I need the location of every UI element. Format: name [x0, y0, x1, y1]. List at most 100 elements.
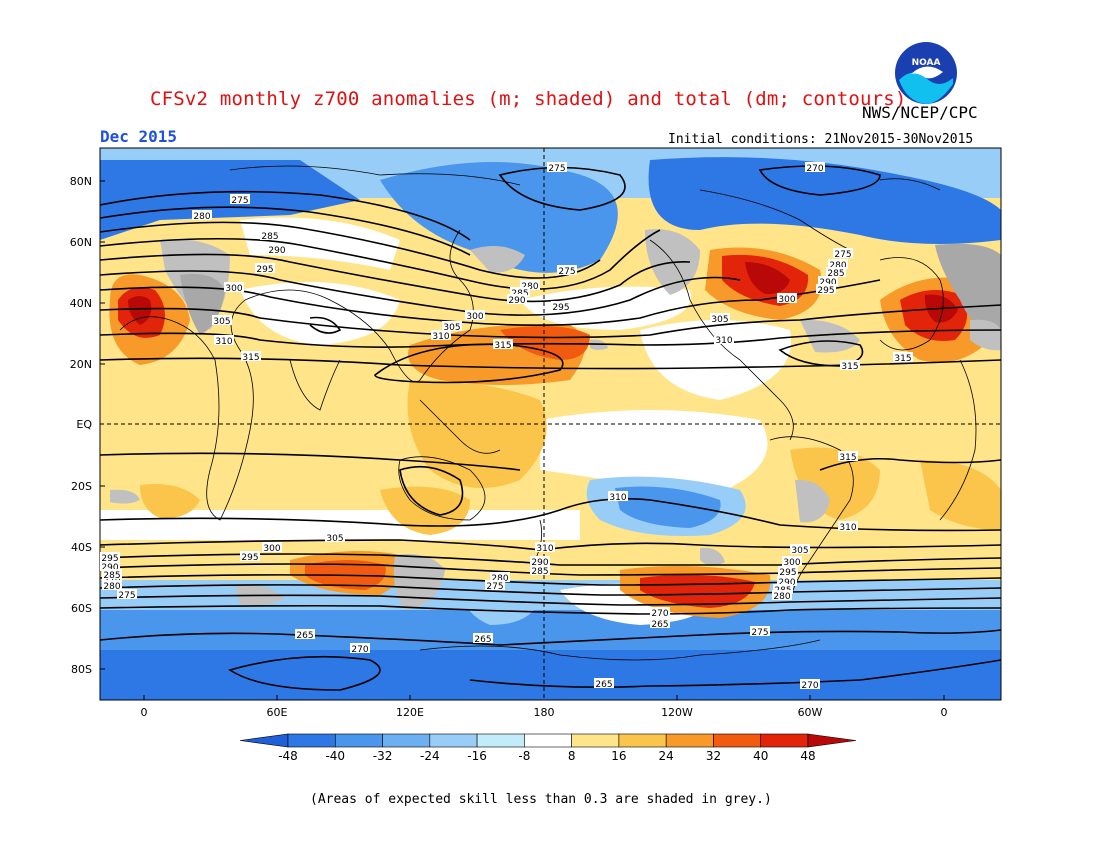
contour-label: 275	[117, 589, 137, 601]
contour-label-text: 295	[779, 568, 796, 578]
contour-label-text: 280	[829, 261, 846, 271]
lat-label-80s: 80S	[71, 663, 92, 676]
contour-label: 265	[650, 618, 670, 630]
lat-label-eq: EQ	[76, 418, 92, 431]
lat-label-20s: 20S	[71, 480, 92, 493]
contour-label-text: 305	[443, 323, 460, 333]
contour-label-text: 290	[778, 578, 795, 588]
lon-label-120e: 120E	[396, 706, 424, 719]
contour-label: 275	[833, 248, 853, 260]
contour-label-text: 300	[778, 295, 795, 305]
contour-label: 290	[100, 561, 120, 573]
contour-label: 265	[594, 678, 614, 690]
footnote: (Areas of expected skill less than 0.3 a…	[310, 792, 772, 807]
contour-label: 295	[816, 284, 836, 296]
colorbar-tick-label: -32	[373, 749, 393, 763]
contour-label-text: 270	[351, 645, 368, 655]
contour-label-text: 285	[827, 269, 844, 279]
contour-label: 305	[325, 532, 345, 544]
contour-label-text: 310	[536, 544, 553, 554]
colorbar-cell	[665, 733, 714, 748]
contour-label: 275	[547, 162, 567, 174]
contour-label-text: 280	[521, 282, 538, 292]
contour-label-text: 275	[118, 591, 135, 601]
contour-label-text: 275	[548, 164, 565, 174]
contour-label-text: 270	[801, 681, 818, 691]
contour-label: 310	[714, 334, 734, 346]
contour-label: 275	[557, 265, 577, 277]
contour-label: 265	[295, 629, 315, 641]
contour-label: 310	[431, 330, 451, 342]
lat-label-60n: 60N	[70, 236, 92, 249]
contour-label-text: 300	[466, 312, 483, 322]
colorbar-cell	[760, 733, 809, 748]
lat-label-80n: 80N	[70, 175, 92, 188]
colorbar-tick-label: -24	[420, 749, 440, 763]
contour-label: 290	[777, 576, 797, 588]
colorbar-cell	[429, 733, 478, 748]
lon-label-180: 180	[534, 706, 555, 719]
colorbar-tick-label: 40	[753, 749, 768, 763]
contour-label-text: 315	[242, 353, 259, 363]
contour-label-text: 315	[841, 362, 858, 372]
contour-label-text: 310	[432, 332, 449, 342]
contour-label-text: 310	[215, 337, 232, 347]
contour-label: 270	[650, 607, 670, 619]
contour-label-text: 290	[508, 296, 525, 306]
contour-label: 310	[535, 542, 555, 554]
contour-label: 300	[224, 282, 244, 294]
contour-label: 315	[840, 360, 860, 372]
contour-label: 300	[465, 310, 485, 322]
contour-label-text: 310	[715, 336, 732, 346]
lon-axis: 0 60E 120E 180 120W 60W 0	[141, 695, 948, 719]
noaa-logo-icon: NOAA	[895, 42, 957, 104]
contour-label: 280	[828, 259, 848, 271]
contour-label: 310	[608, 491, 628, 503]
contour-label: 295	[240, 551, 260, 563]
colorbar-tick-label: 24	[659, 749, 674, 763]
contour-label: 300	[782, 556, 802, 568]
colorbar-tick-label: 32	[706, 749, 721, 763]
contour-label: 305	[790, 544, 810, 556]
contour-label: 275	[485, 580, 505, 592]
contour-label-text: 305	[791, 546, 808, 556]
contour-labels: 2752702752802852902953003053103152752802…	[100, 162, 913, 691]
contour-label: 315	[241, 351, 261, 363]
contour-label-text: 265	[474, 635, 491, 645]
colorbar-cell	[334, 733, 383, 748]
contour-label-text: 280	[103, 582, 120, 592]
contour-label: 270	[350, 643, 370, 655]
contour-label-text: 300	[783, 558, 800, 568]
contour-label-text: 270	[806, 164, 823, 174]
colorbar-arrow-low	[239, 733, 289, 748]
colorbar-cell	[382, 733, 431, 748]
contour-label-text: 295	[241, 553, 258, 563]
contour-label-text: 295	[101, 554, 118, 564]
contour-label-text: 310	[609, 493, 626, 503]
initial-conditions-label: Initial conditions: 21Nov2015-30Nov2015	[668, 132, 974, 147]
contour-label: 290	[267, 244, 287, 256]
contour-label-text: 275	[486, 582, 503, 592]
contour-label: 280	[772, 590, 792, 602]
lon-label-0-west: 0	[141, 706, 148, 719]
colorbar-tick-label: -16	[467, 749, 487, 763]
contour-label: 300	[262, 542, 282, 554]
lon-label-60e: 60E	[267, 706, 288, 719]
contour-label: 295	[255, 263, 275, 275]
contour-label-text: 290	[268, 246, 285, 256]
contour-label: 290	[530, 556, 550, 568]
contour-label: 280	[490, 572, 510, 584]
contour-label: 305	[710, 313, 730, 325]
contour-label: 275	[750, 626, 770, 638]
contour-label-text: 295	[256, 265, 273, 275]
contour-label-text: 305	[213, 317, 230, 327]
contour-label: 280	[102, 580, 122, 592]
lat-label-40n: 40N	[70, 297, 92, 310]
contour-label: 315	[893, 352, 913, 364]
forecast-month: Dec 2015	[100, 127, 178, 146]
colorbar-tick-label: -40	[325, 749, 345, 763]
contour-label: 285	[260, 230, 280, 242]
colorbar-tick-label: -48	[278, 749, 298, 763]
contour-label-text: 285	[103, 571, 120, 581]
